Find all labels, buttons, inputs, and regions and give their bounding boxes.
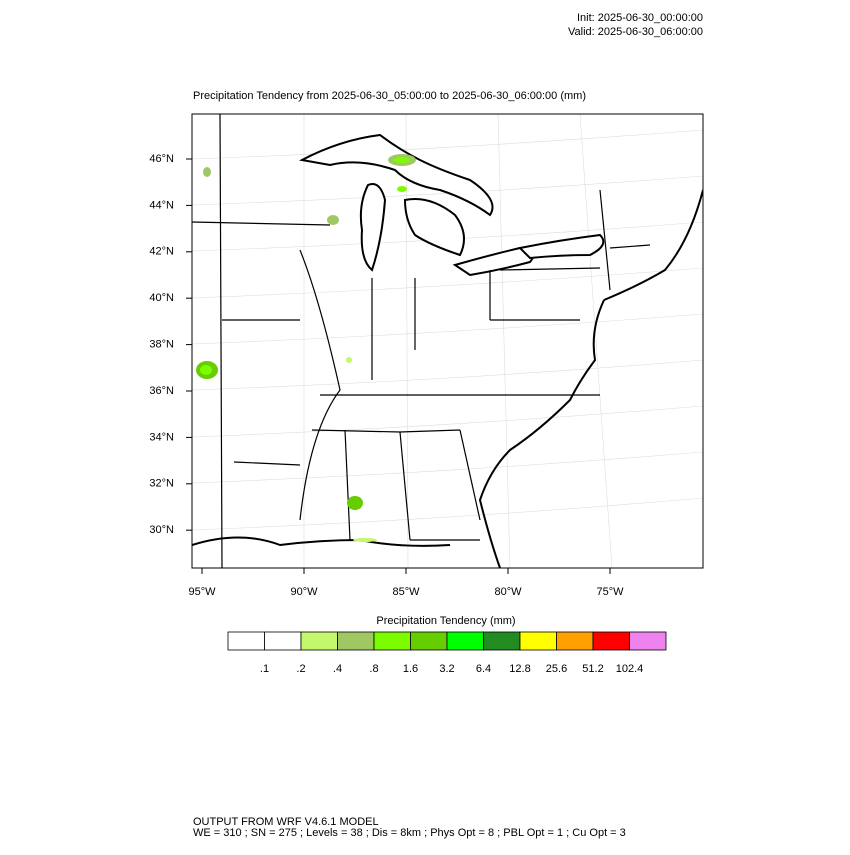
colorbar-box bbox=[264, 631, 302, 651]
colorbar-label: 6.4 bbox=[476, 663, 491, 675]
colorbar-label: 12.8 bbox=[509, 663, 530, 675]
lat-label: 36°N bbox=[149, 385, 174, 397]
colorbar-box bbox=[483, 631, 521, 651]
lat-label: 34°N bbox=[149, 431, 174, 443]
lat-label: 30°N bbox=[149, 524, 174, 536]
colorbar-box bbox=[373, 631, 411, 651]
colorbar-box bbox=[592, 631, 630, 651]
colorbar-box bbox=[629, 631, 667, 651]
map-frame bbox=[191, 113, 704, 569]
lon-label: 90°W bbox=[290, 586, 318, 598]
lat-label: 40°N bbox=[149, 292, 174, 304]
lat-label: 38°N bbox=[149, 339, 174, 351]
map bbox=[191, 113, 704, 569]
colorbar-box bbox=[556, 631, 594, 651]
lat-label: 46°N bbox=[149, 153, 174, 165]
colorbar-box bbox=[446, 631, 484, 651]
lon-label: 95°W bbox=[188, 586, 216, 598]
colorbar-label: 3.2 bbox=[439, 663, 454, 675]
colorbar-label: .2 bbox=[296, 663, 305, 675]
colorbar-box bbox=[300, 631, 338, 651]
colorbar-box bbox=[227, 631, 265, 651]
colorbar-label: 102.4 bbox=[616, 663, 644, 675]
colorbar-box bbox=[410, 631, 448, 651]
valid-time: Valid: 2025-06-30_06:00:00 bbox=[568, 26, 703, 38]
colorbar: .1 .2 .4 .8 1.6 3.2 6.4 12.8 25.6 51.2 102.4 bbox=[227, 631, 667, 675]
state-borders bbox=[192, 114, 651, 568]
colorbar-label: 25.6 bbox=[546, 663, 567, 675]
colorbar-label: 1.6 bbox=[403, 663, 418, 675]
map-body bbox=[192, 114, 703, 568]
lon-label: 85°W bbox=[392, 586, 420, 598]
lon-label: 75°W bbox=[596, 586, 624, 598]
footer-line: OUTPUT FROM WRF V4.6.1 MODEL bbox=[193, 816, 379, 828]
colorbar-box bbox=[519, 631, 557, 651]
footer-line: WE = 310 ; SN = 275 ; Levels = 38 ; Dis … bbox=[193, 827, 626, 839]
coastlines bbox=[192, 133, 703, 568]
colorbar-label: 51.2 bbox=[582, 663, 603, 675]
colorbar-box bbox=[337, 631, 375, 651]
lat-label: 44°N bbox=[149, 199, 174, 211]
lat-label: 32°N bbox=[149, 478, 174, 490]
colorbar-label: .4 bbox=[333, 663, 342, 675]
lon-label: 80°W bbox=[494, 586, 522, 598]
colorbar-label: .1 bbox=[260, 663, 269, 675]
colorbar-title: Precipitation Tendency (mm) bbox=[376, 615, 515, 627]
colorbar-label: .8 bbox=[369, 663, 378, 675]
lat-label: 42°N bbox=[149, 246, 174, 258]
precipitation-areas bbox=[196, 154, 416, 542]
map-title: Precipitation Tendency from 2025-06-30_0… bbox=[193, 90, 586, 102]
init-time: Init: 2025-06-30_00:00:00 bbox=[577, 12, 703, 24]
